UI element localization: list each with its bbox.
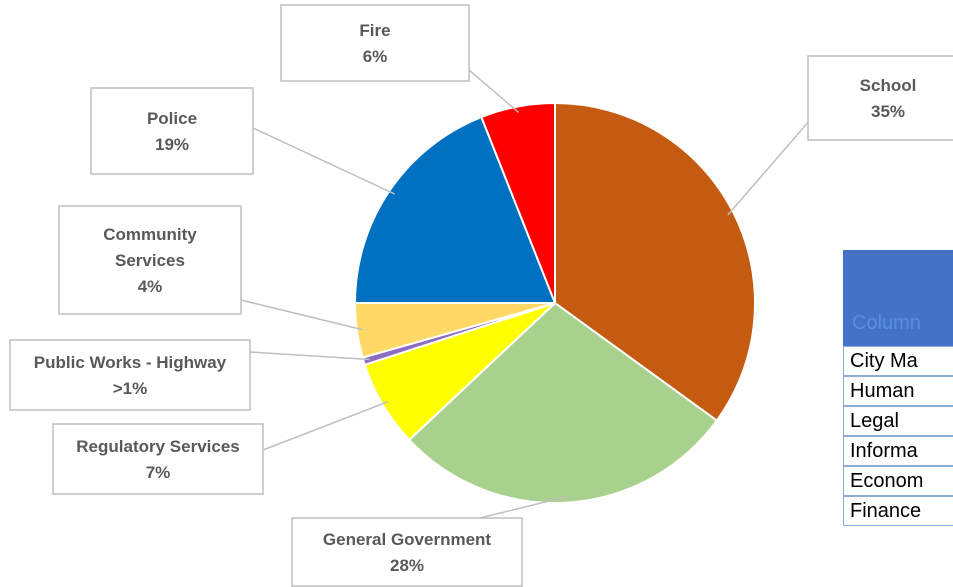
data-label-category: Regulatory Services xyxy=(76,437,239,456)
table-header: Column xyxy=(843,250,953,346)
pie-slice-general-government xyxy=(407,301,719,504)
table-row: City Ma xyxy=(843,346,953,376)
data-callouts: School 35% General Government 28% Regulatory… xyxy=(9,4,953,587)
pie-slice-fire xyxy=(480,101,556,304)
data-label-value: 35% xyxy=(871,102,905,121)
table-row: Legal xyxy=(843,406,953,436)
data-label-value: 7% xyxy=(146,463,171,482)
data-label-category: General Government xyxy=(323,530,492,549)
data-label-value: >1% xyxy=(113,379,148,398)
leader-line xyxy=(262,401,389,451)
data-label-value: 19% xyxy=(155,135,189,154)
table-row: Human xyxy=(843,376,953,406)
table-cell: Finance xyxy=(850,500,922,522)
data-label-value: 4% xyxy=(138,277,163,296)
data-label-category: School xyxy=(860,76,917,95)
leader-line xyxy=(468,69,520,114)
table-cell: Informa xyxy=(850,440,918,462)
leader-line xyxy=(240,299,364,331)
callout-box xyxy=(90,87,254,175)
table-row: Finance xyxy=(843,496,953,526)
leader-line xyxy=(727,119,811,216)
callout-box xyxy=(291,517,523,587)
leader-lines xyxy=(240,69,811,519)
data-label-value: 6% xyxy=(363,47,388,66)
table-cell: Econom xyxy=(850,470,924,492)
pie-slice-police xyxy=(353,115,557,304)
department-table: Column City Ma Human Legal Informa Econo… xyxy=(843,250,953,587)
pie-slices xyxy=(353,101,756,504)
data-label-category: Fire xyxy=(359,21,390,40)
callout-box xyxy=(58,205,242,315)
leader-line xyxy=(252,127,395,195)
callout-box xyxy=(807,55,953,141)
callout-box xyxy=(9,339,251,411)
pie-slice-school xyxy=(554,101,756,422)
table-row: Econom xyxy=(843,466,953,496)
table-cell: City Ma xyxy=(850,350,918,372)
table-row: Informa xyxy=(843,436,953,466)
data-label-value: 28% xyxy=(390,556,424,575)
leader-line xyxy=(479,495,568,519)
data-label-category: Community xyxy=(103,225,197,244)
data-label-category: Public Works - Highway xyxy=(34,353,227,372)
table-header-label: Column xyxy=(852,312,921,334)
callout-box xyxy=(280,4,470,82)
leader-line xyxy=(249,351,370,361)
data-label-category: Police xyxy=(147,109,197,128)
data-label-category: Services xyxy=(115,251,185,270)
callout-box xyxy=(52,423,264,495)
table-cell: Legal xyxy=(850,410,899,432)
table-cell: Human xyxy=(850,380,915,402)
